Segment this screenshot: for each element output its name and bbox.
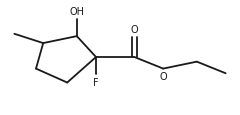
Text: O: O — [159, 72, 167, 82]
Text: OH: OH — [69, 7, 84, 17]
Text: F: F — [93, 78, 99, 88]
Text: O: O — [131, 25, 138, 35]
